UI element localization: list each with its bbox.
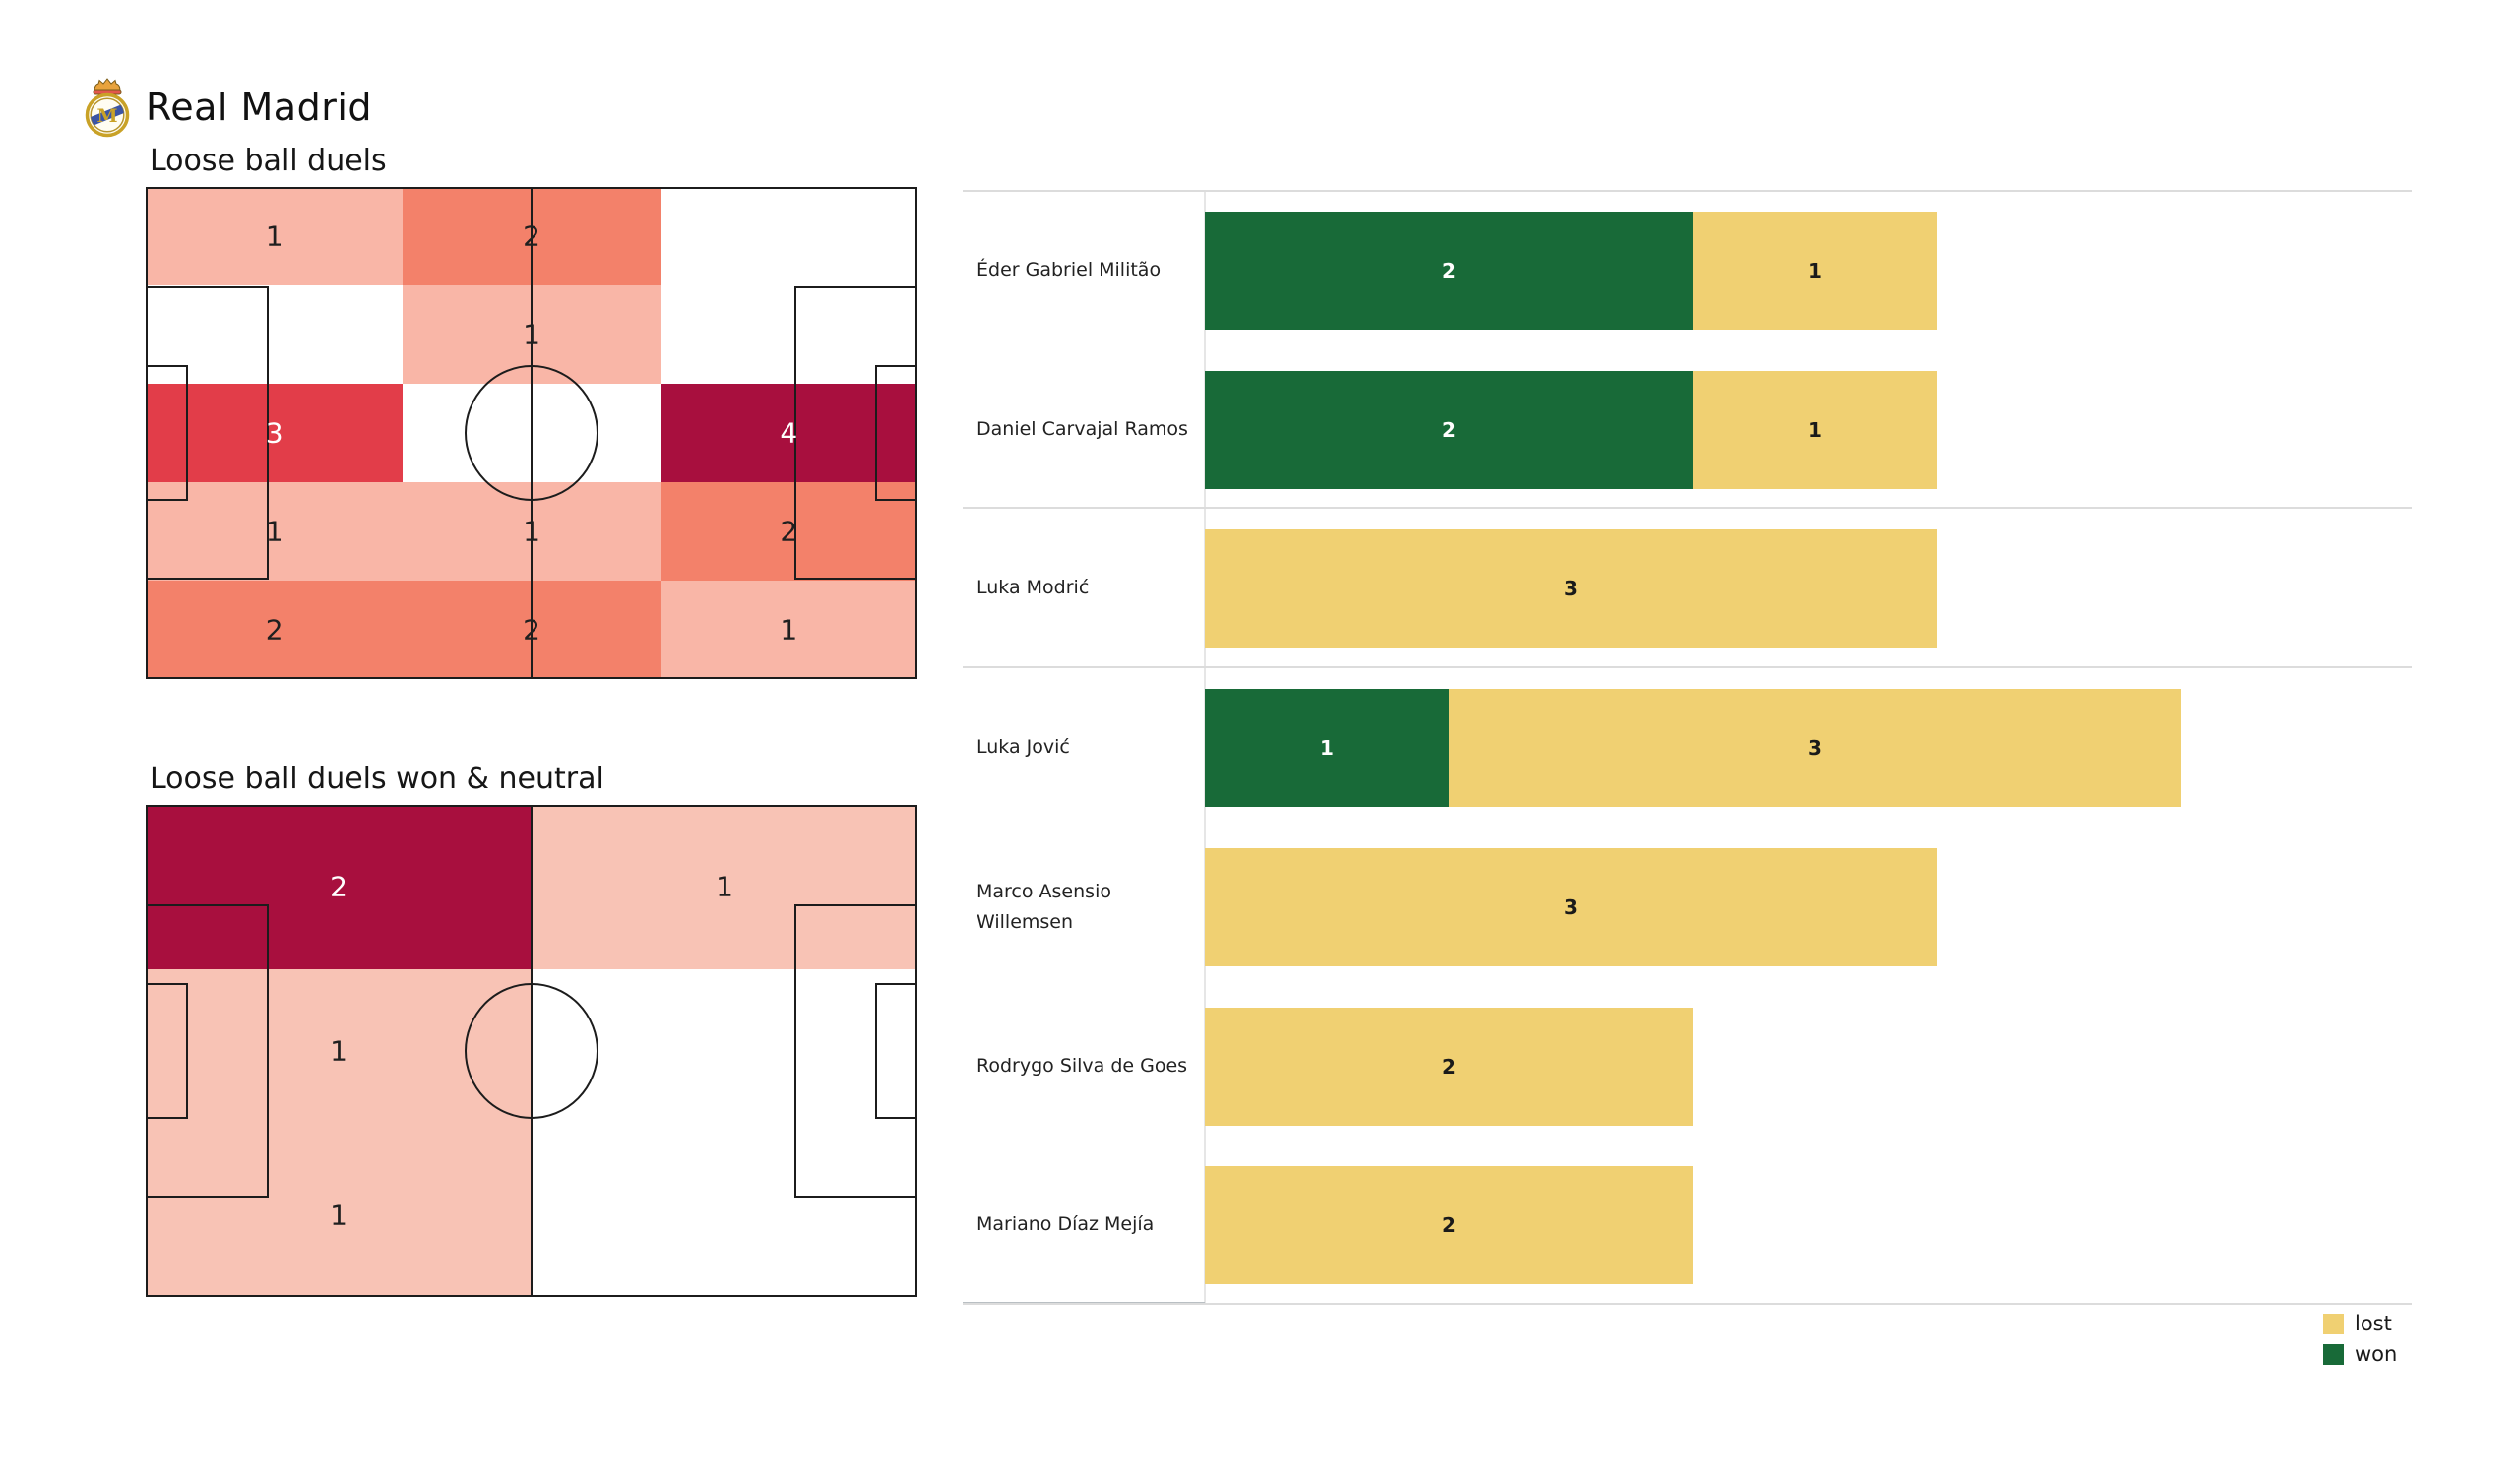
lost-swatch-icon	[2323, 1313, 2344, 1334]
bar-segment-lost: 3	[1449, 689, 2181, 807]
bar-value-label: 3	[1564, 577, 1578, 600]
heat-zone-value: 1	[716, 870, 733, 903]
heat-zone-value: 2	[523, 613, 540, 647]
heat-zone-value: 2	[780, 515, 798, 548]
heat-zone-r0c1	[532, 805, 917, 969]
heat-zone-value: 1	[523, 318, 540, 351]
report-header: M Real Madrid	[85, 77, 372, 138]
bar-value-label: 2	[1442, 1055, 1456, 1079]
bar-segment-lost: 3	[1205, 529, 1937, 648]
bar-value-label: 2	[1442, 418, 1456, 442]
bar-value-label: 1	[1320, 736, 1334, 760]
player-name: Marco Asensio Willemsen	[976, 880, 1111, 933]
heat-zone-value: 1	[265, 219, 284, 253]
heat-zone-r2c0	[146, 384, 404, 482]
group-separator	[963, 666, 2412, 668]
bar-segment-lost: 2	[1205, 1008, 1693, 1126]
heatmap-title-loose-ball-duels: Loose ball duels	[150, 144, 387, 178]
player-name: Daniel Carvajal Ramos	[976, 418, 1188, 441]
heat-zone-value: 2	[523, 219, 540, 253]
heat-zone-value: 2	[265, 613, 284, 647]
bar-value-label: 2	[1442, 259, 1456, 282]
bar-value-label: 2	[1442, 1213, 1456, 1237]
heat-zone-value: 3	[265, 416, 284, 450]
player-name: Rodrygo Silva de Goes	[976, 1055, 1188, 1078]
group-separator	[963, 507, 2412, 509]
heat-zone-value: 4	[780, 416, 798, 450]
group-separator	[963, 190, 2412, 192]
legend-item-lost: lost	[2323, 1312, 2392, 1335]
heat-zone-value: 1	[330, 1034, 347, 1068]
bar-segment-won: 2	[1205, 371, 1693, 489]
pitch-heatmap-loose-ball-duels: 1 2 1 3 4 1 1 2 2 2 1	[146, 187, 917, 679]
won-label: won	[2355, 1342, 2398, 1366]
heat-zone-r4c2	[660, 581, 917, 679]
legend-item-won: won	[2323, 1342, 2397, 1366]
bar-segment-won: 2	[1205, 212, 1693, 330]
player-name: Mariano Díaz Mejía	[976, 1213, 1155, 1236]
heatmap-title-won-neutral: Loose ball duels won & neutral	[150, 762, 604, 796]
bar-segment-lost: 1	[1693, 371, 1937, 489]
heat-zone-r2c2	[660, 384, 917, 482]
group-separator	[963, 1303, 2412, 1305]
bar-value-label: 1	[1808, 418, 1822, 442]
pitch-heatmap-won-neutral: 2 1 1 1	[146, 805, 917, 1297]
bar-segment-lost: 3	[1205, 848, 1937, 966]
bar-value-label: 3	[1808, 736, 1822, 760]
team-title: Real Madrid	[146, 86, 372, 129]
bar-value-label: 1	[1808, 259, 1822, 282]
duel-bar-chart: Éder Gabriel Militão 2 1 Daniel Carvajal Ra…	[963, 190, 2412, 1305]
heat-zone-r4c0	[146, 581, 404, 679]
heat-zone-r2c0	[146, 1133, 532, 1297]
heat-zone-r3c0	[146, 482, 404, 581]
heat-zone-r3c2	[660, 482, 917, 581]
pitch-markings	[146, 805, 917, 1297]
heat-zone-r1c0	[146, 968, 532, 1134]
heat-zone-value: 1	[265, 515, 284, 548]
svg-text:M: M	[96, 105, 117, 127]
bar-value-label: 3	[1564, 895, 1578, 919]
lost-label: lost	[2355, 1312, 2392, 1335]
bar-segment-won: 1	[1205, 689, 1449, 807]
player-name: Luka Modrić	[976, 577, 1090, 599]
heat-zone-r0c0	[146, 805, 532, 969]
player-name: Luka Jović	[976, 736, 1070, 759]
bar-segment-lost: 2	[1205, 1166, 1693, 1284]
real-madrid-crest-icon: M	[85, 78, 130, 138]
heat-zone-value: 1	[523, 515, 540, 548]
heat-zone-value: 1	[330, 1199, 347, 1232]
heat-zone-value: 1	[780, 613, 798, 647]
heat-zone-r0c0	[146, 187, 404, 285]
pitch-markings	[146, 187, 917, 679]
player-name: Éder Gabriel Militão	[976, 259, 1162, 281]
heat-zone-value: 2	[330, 870, 347, 903]
bar-segment-lost: 1	[1693, 212, 1937, 330]
won-swatch-icon	[2323, 1343, 2344, 1365]
